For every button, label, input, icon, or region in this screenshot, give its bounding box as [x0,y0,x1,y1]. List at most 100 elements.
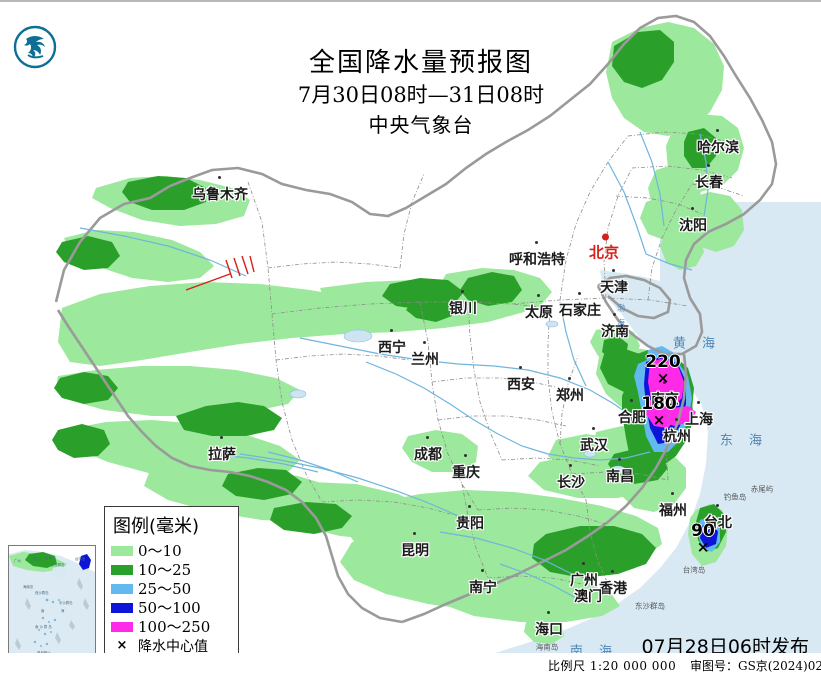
city-name: 杭州 [663,429,691,445]
legend-title: 图例(毫米) [113,516,200,537]
svg-text:中沙群岛: 中沙群岛 [59,600,73,605]
city-dot-icon [537,294,541,298]
city-name: 天津 [600,280,628,296]
city-dot-icon [468,505,472,509]
city-name: 长沙 [557,475,585,491]
city-dot-icon [547,611,551,615]
legend-label-4: 100～250 [138,618,211,636]
city-label-10: 济南 [601,313,629,341]
city-label-2: 西宁 [378,329,406,357]
svg-text:海南岛: 海南岛 [23,584,34,589]
legend-label-3: 50～100 [138,599,201,617]
city-name: 广州 [570,573,598,589]
svg-text:南: 南 [41,608,45,613]
city-dot-icon [390,329,394,333]
legend-swatch-4 [111,621,133,632]
city-dot-icon [707,164,711,168]
city-name: 长春 [695,175,723,191]
city-dot-icon [612,269,616,273]
city-name: 西安 [507,377,535,393]
city-name: 武汉 [580,438,608,454]
city-name: 南昌 [606,469,634,485]
city-label-21: 长沙 [557,464,585,492]
city-name: 香港 [599,581,627,597]
precip-center-x-icon: × [116,638,128,653]
legend-swatch-0 [111,545,133,556]
city-dot-icon [423,341,427,345]
city-label-22: 福州 [659,492,687,520]
legend-rows: 0～10 10～25 25～50 50～100 100～250 [111,541,230,636]
sea-label-0: 东 海 [719,433,769,449]
city-dot-icon [535,241,539,245]
map-title-block: 全国降水量预报图 7月30日08时—31日08时 中央气象台 [246,46,596,140]
legend-row-4: 100～250 [111,617,230,636]
city-name: 福州 [659,503,687,519]
legend-row-center-marker: × 降水中心值 [111,636,230,655]
city-label-3: 兰州 [411,341,439,369]
city-dot-icon [568,377,572,381]
city-dot-icon [618,458,622,462]
capital-marker-icon [601,233,609,241]
city-name: 石家庄 [559,303,601,319]
precip-center-value: 90 [691,521,715,541]
city-name: 南京 [651,392,679,408]
city-name: 合肥 [618,410,646,426]
svg-text:曾母暗沙: 曾母暗沙 [37,650,51,655]
city-label-5: 呼和浩特 [509,241,565,269]
map-scale: 比例尺 1:20 000 000 [548,659,677,673]
island-label-1: 赤尾屿 [750,484,774,494]
city-label-19: 武汉 [580,427,608,455]
city-label-17: 上海 [685,401,713,429]
city-name: 上海 [685,412,713,428]
city-label-24: 贵阳 [456,505,484,533]
city-dot-icon [569,464,573,468]
precip-center-x-icon: × [696,538,710,556]
precip-center-1: 180 × [641,394,677,428]
city-dot-icon [716,504,720,508]
precip-center-x-icon: × [656,369,670,387]
small-sea-label-0: 渤 [617,303,625,313]
precip-center-value: 180 [641,394,677,414]
legend-row-0: 0～10 [111,541,230,560]
release-time: 07月28日06时发布 [641,636,809,658]
city-name: 重庆 [452,465,480,481]
city-dot-icon [663,381,667,385]
legend-row-3: 50～100 [111,598,230,617]
city-label-29: 南宁 [469,569,497,597]
approval-number: 审图号：GS京(2024)0236号 [690,659,821,673]
forecast-period: 7月30日08时—31日08时 [297,83,545,107]
city-name: 沈阳 [679,218,707,234]
city-label-11: 郑州 [556,377,584,405]
svg-text:广州: 广州 [14,558,21,563]
city-label-15: 合肥 [618,399,646,427]
city-name: 太原 [525,305,553,321]
city-dot-icon [582,562,586,566]
city-dot-icon [630,399,634,403]
city-dot-icon [481,569,485,573]
sea-label-1: 黄 海 [672,336,722,352]
legend-label-0: 0～10 [138,542,182,560]
city-dot-icon [586,578,590,582]
ocean-water [432,272,821,679]
city-name: 郑州 [556,388,584,404]
undemarcated-boundary-marker [185,255,255,291]
city-dot-icon [611,570,615,574]
city-name: 兰州 [411,352,439,368]
inset-map-graphic: 广州 澳门 香港 台湾岛 东沙群岛 海南岛 西沙群岛 中沙群岛 南 沙 群 岛 … [9,546,95,674]
svg-text:东沙群岛: 东沙群岛 [51,562,65,567]
city-label-9: 太原 [525,294,553,322]
city-dot-icon [218,176,222,180]
cma-dragon-logo-icon [13,25,57,69]
city-name: 成都 [414,447,442,463]
city-label-25: 昆明 [401,532,429,560]
city-name: 贵阳 [456,516,484,532]
svg-text:南 沙 群 岛: 南 沙 群 岛 [35,624,52,629]
city-name: 银川 [449,301,477,317]
city-label-26: 广州 [570,562,598,590]
city-label-14: 重庆 [452,454,480,482]
city-dot-icon [691,207,695,211]
island-label-2: 台湾岛 [682,565,706,575]
precip-center-value: 220 [645,352,681,372]
legend-swatch-3 [111,602,133,613]
precip-center-0: 220 × [645,352,681,387]
